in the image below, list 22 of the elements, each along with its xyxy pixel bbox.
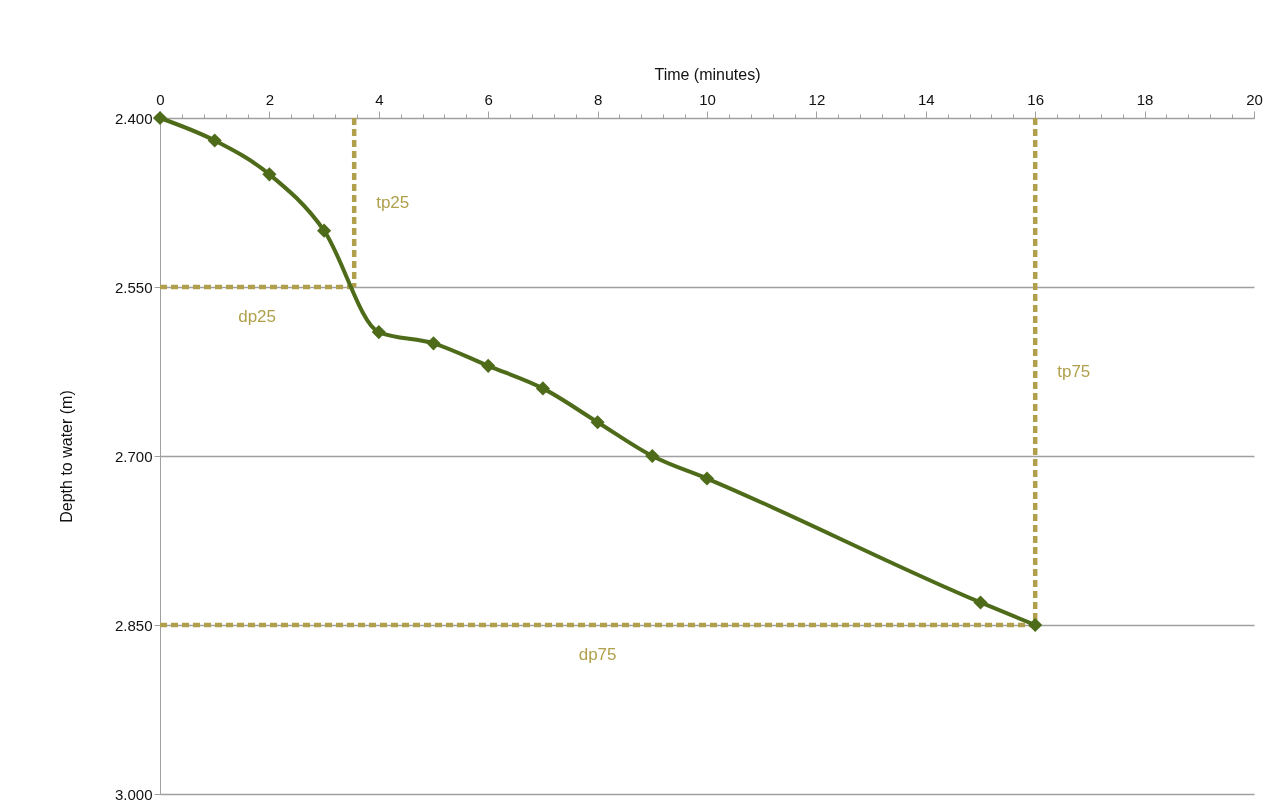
x-tick-label: 18	[1136, 90, 1154, 108]
y-tick-label: 2.550	[114, 278, 153, 296]
x-tick-label: 14	[917, 90, 935, 108]
x-tick-label: 8	[593, 90, 603, 108]
x-tick-label: 20	[1246, 90, 1263, 108]
y-axis-title: Depth to water (m)	[57, 390, 75, 523]
y-tick-label: 2.850	[114, 616, 153, 634]
x-tick-label: 6	[484, 90, 493, 108]
x-tick-label: 0	[156, 90, 165, 108]
x-tick-label: 4	[375, 90, 384, 108]
series-label: dp75	[578, 645, 617, 664]
y-tick-label: 3.000	[114, 785, 153, 803]
x-tick-label: 10	[699, 90, 716, 108]
series-label: tp25	[376, 192, 410, 212]
x-tick-label: 12	[808, 90, 826, 108]
y-tick-label: 2.700	[114, 447, 153, 465]
x-tick-label: 16	[1027, 90, 1045, 108]
x-tick-label: 2	[265, 90, 275, 108]
series-label: dp25	[238, 307, 277, 326]
x-axis-title: Time (minutes)	[654, 65, 761, 83]
series-label: tp75	[1057, 361, 1091, 381]
y-tick-label: 2.400	[114, 109, 153, 127]
